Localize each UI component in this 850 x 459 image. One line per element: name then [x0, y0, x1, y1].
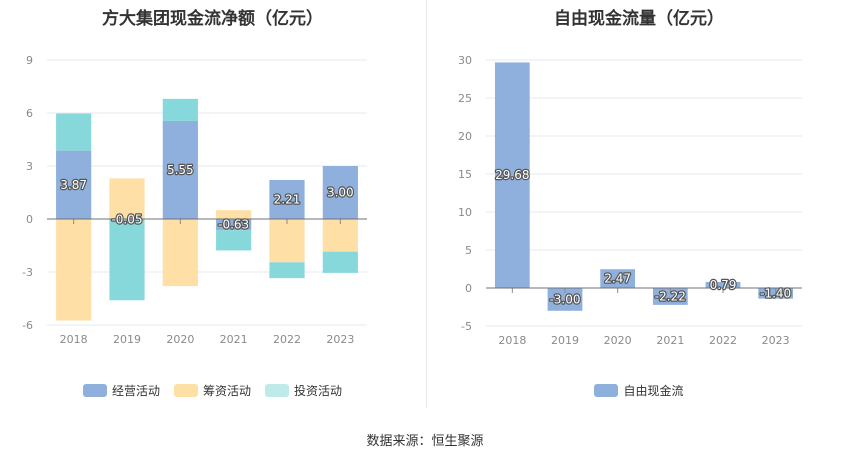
y-tick-label: 10: [458, 206, 472, 219]
bar-筹资活动-2020[interactable]: [162, 219, 198, 287]
bar-经营活动-2018[interactable]: [56, 150, 92, 219]
bar-投资活动-2018[interactable]: [56, 113, 92, 151]
data-label: 5.55: [167, 163, 194, 177]
legend-swatch-operating: [82, 384, 107, 397]
free-cash-flow-plot: -5 0 5 10 15 20 25 30 2018 2019 2020 2021 2022 2023 29…: [458, 54, 802, 347]
legend-swatch-financing: [173, 384, 198, 397]
y-tick-label: 9: [26, 54, 33, 67]
bar-经营活动-2022[interactable]: [269, 179, 305, 219]
y-tick-label: -5: [461, 320, 472, 333]
x-tick-label: 2021: [220, 333, 248, 346]
data-label: 29.68: [495, 168, 529, 182]
bar-投资活动-2020[interactable]: [162, 98, 198, 121]
data-label: -3.00: [549, 292, 580, 306]
data-label: -2.22: [655, 289, 686, 303]
bar-投资活动-2021[interactable]: [216, 230, 252, 251]
data-label: 0.79: [710, 278, 737, 292]
x-tick-label: 2023: [762, 334, 790, 347]
y-tick-label: -3: [22, 266, 33, 279]
data-label: 2.21: [274, 192, 301, 206]
bar-自由现金流-2018[interactable]: [494, 62, 530, 288]
y-tick-label: 20: [458, 130, 472, 143]
x-tick-label: 2023: [326, 333, 354, 346]
y-tick-label: -6: [22, 319, 33, 332]
free-cash-flow-title: 自由现金流量（亿元）: [554, 9, 724, 29]
legend-label-operating: 经营活动: [111, 384, 160, 398]
bar-自由现金流-2023[interactable]: [758, 288, 794, 299]
bar-经营活动-2020[interactable]: [162, 120, 198, 219]
bar-投资活动-2022[interactable]: [269, 262, 305, 279]
legend-label-free-cash-flow: 自由现金流: [623, 384, 684, 398]
x-tick-label: 2020: [604, 334, 632, 347]
legend-label-investing: 投资活动: [294, 384, 343, 398]
x-tick-label: 2022: [709, 334, 737, 347]
bar-自由现金流-2020[interactable]: [600, 269, 636, 288]
x-tick-label: 2018: [60, 333, 88, 346]
free-cash-flow-legend: 自由现金流: [428, 382, 850, 399]
bar-筹资活动-2021[interactable]: [216, 210, 252, 219]
bar-自由现金流-2021[interactable]: [652, 288, 688, 305]
bar-筹资活动-2019[interactable]: [109, 178, 145, 219]
x-tick-label: 2020: [166, 333, 194, 346]
legend-item-free-cash-flow[interactable]: 自由现金流: [594, 382, 684, 399]
panel-divider: [426, 0, 427, 408]
data-label: 3.00: [327, 186, 354, 200]
free-cash-flow-chart: 自由现金流量（亿元） -5 0 5 10 15 20 25 30 2018 2019 2020 202…: [428, 0, 850, 410]
y-tick-label: 30: [458, 54, 472, 67]
legend-item-financing[interactable]: 筹资活动: [173, 382, 251, 399]
bar-筹资活动-2023[interactable]: [322, 219, 358, 252]
data-label: 3.87: [60, 178, 87, 192]
x-tick-label: 2021: [656, 334, 684, 347]
data-source: 数据来源：恒生聚源: [366, 434, 484, 449]
legend-swatch-investing: [265, 384, 289, 397]
y-tick-label: 15: [458, 168, 472, 181]
bar-投资活动-2019[interactable]: [109, 219, 145, 301]
x-tick-label: 2019: [551, 334, 579, 347]
x-tick-label: 2022: [273, 333, 301, 346]
bar-经营活动-2023[interactable]: [322, 166, 358, 219]
net-cash-flow-legend: 经营活动 筹资活动 投资活动: [0, 382, 425, 399]
legend-item-operating[interactable]: 经营活动: [82, 382, 160, 399]
net-cash-flow-plot: -6 -3 0 3 6 9 2018 2019 2020 2021 2022 2023 3.87 -0.0…: [22, 54, 367, 346]
data-label: -0.63: [218, 218, 249, 232]
legend-swatch-free-cash-flow: [594, 384, 619, 397]
data-label: 2.47: [604, 272, 631, 286]
y-tick-label: 5: [465, 244, 472, 257]
legend-label-financing: 筹资活动: [202, 384, 251, 398]
y-tick-label: 0: [465, 282, 472, 295]
data-label: -0.05: [111, 212, 142, 226]
bar-经营活动-2021[interactable]: [216, 219, 252, 231]
bar-投资活动-2023[interactable]: [322, 251, 358, 273]
y-tick-label: 25: [458, 92, 472, 105]
data-label: -1.40: [760, 286, 791, 300]
net-cash-flow-title: 方大集团现金流净额（亿元）: [102, 9, 323, 29]
x-tick-label: 2018: [498, 334, 526, 347]
bar-筹资活动-2022[interactable]: [269, 219, 305, 263]
y-tick-label: 3: [26, 160, 33, 173]
x-tick-label: 2019: [113, 333, 141, 346]
legend-item-investing[interactable]: 投资活动: [265, 382, 342, 399]
bar-筹资活动-2018[interactable]: [56, 219, 92, 321]
bar-自由现金流-2022[interactable]: [705, 281, 741, 288]
net-cash-flow-chart: 方大集团现金流净额（亿元） -6 -3 0 3 6 9 2018 2019 2020 2021 20…: [0, 0, 425, 410]
bar-自由现金流-2019[interactable]: [547, 288, 583, 311]
y-tick-label: 6: [26, 107, 33, 120]
y-tick-label: 0: [26, 213, 33, 226]
